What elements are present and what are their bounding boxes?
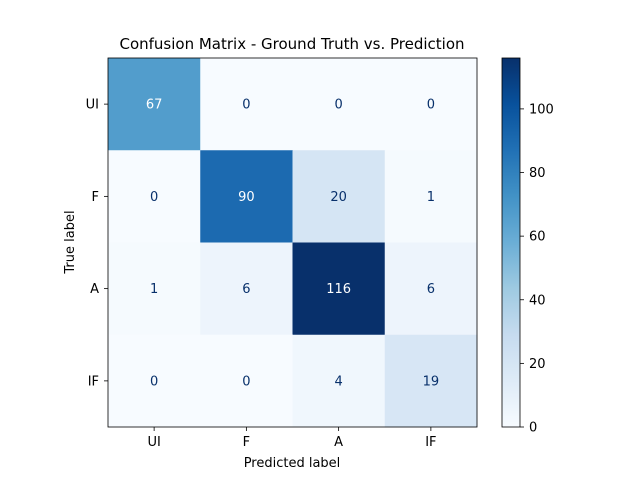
matrix-cell — [200, 334, 293, 428]
matrix-cell — [384, 58, 478, 151]
colorbar-tick-label: 20 — [529, 357, 546, 372]
y-tick-label: IF — [88, 374, 99, 389]
y-tick-label: UI — [86, 98, 99, 113]
cell-value-label: 0 — [242, 374, 250, 389]
x-axis-label: Predicted label — [244, 456, 341, 471]
cell-value-label: 19 — [423, 374, 440, 389]
x-axis-ticks: UI F A IF — [147, 427, 437, 450]
matrix-cell — [384, 150, 478, 243]
matrix-cell — [292, 150, 386, 243]
cell-value-label: 67 — [146, 98, 163, 113]
matrix-cell — [108, 58, 201, 151]
cell-value-label: 0 — [242, 98, 250, 113]
x-tick-label: UI — [147, 435, 160, 450]
matrix-cell-labels: 67 0 0 00 90 20 11 6 116 60 0 4 19 — [146, 98, 439, 390]
y-tick-label: A — [90, 282, 99, 297]
cell-value-label: 90 — [238, 190, 255, 205]
matrix-cell — [292, 58, 386, 151]
matrix-cell — [200, 58, 293, 151]
y-axis-label: True label — [63, 210, 78, 274]
colorbar — [501, 57, 521, 428]
matrix-cells — [108, 58, 478, 428]
matrix-cell — [108, 150, 201, 243]
cell-value-label: 6 — [427, 282, 435, 297]
cell-value-label: 0 — [334, 98, 342, 113]
cell-value-label: 1 — [427, 190, 435, 205]
matrix-cell — [200, 150, 293, 243]
cell-value-label: 0 — [427, 98, 435, 113]
colorbar-tick-label: 0 — [529, 421, 537, 436]
cell-value-label: 116 — [326, 282, 351, 297]
colorbar-tick-label: 40 — [529, 293, 546, 308]
y-tick-label: F — [92, 190, 99, 205]
cell-value-label: 1 — [150, 282, 158, 297]
y-axis-ticks: UI F A IF — [86, 98, 108, 389]
matrix-cell — [384, 242, 478, 336]
matrix-cell — [108, 334, 201, 428]
x-tick-label: IF — [425, 435, 436, 450]
x-tick-label: A — [334, 435, 343, 450]
cell-value-label: 20 — [330, 190, 347, 205]
colorbar-tick-label: 80 — [529, 166, 546, 181]
colorbar-tick-label: 60 — [529, 230, 546, 245]
chart-title: Confusion Matrix - Ground Truth vs. Pred… — [119, 35, 464, 53]
matrix-cell — [292, 334, 386, 428]
matrix-cell — [292, 242, 386, 336]
matrix-frame — [107, 57, 478, 428]
cell-value-label: 6 — [242, 282, 250, 297]
colorbar-tick-label: 100 — [529, 102, 554, 117]
matrix-cell — [108, 242, 201, 336]
x-tick-label: F — [243, 435, 250, 450]
matrix-cell — [384, 334, 478, 428]
colorbar-ticks: 0 20 40 60 80 100 — [520, 102, 554, 436]
cell-value-label: 0 — [150, 190, 158, 205]
cell-value-label: 0 — [150, 374, 158, 389]
matrix-cell — [200, 242, 293, 336]
cell-value-label: 4 — [334, 374, 342, 389]
